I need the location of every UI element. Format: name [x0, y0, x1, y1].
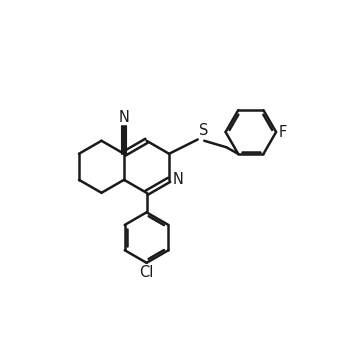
Text: Cl: Cl: [139, 265, 154, 281]
Text: N: N: [118, 110, 130, 125]
Text: S: S: [199, 123, 208, 138]
Text: N: N: [172, 172, 183, 187]
Text: F: F: [278, 124, 286, 140]
